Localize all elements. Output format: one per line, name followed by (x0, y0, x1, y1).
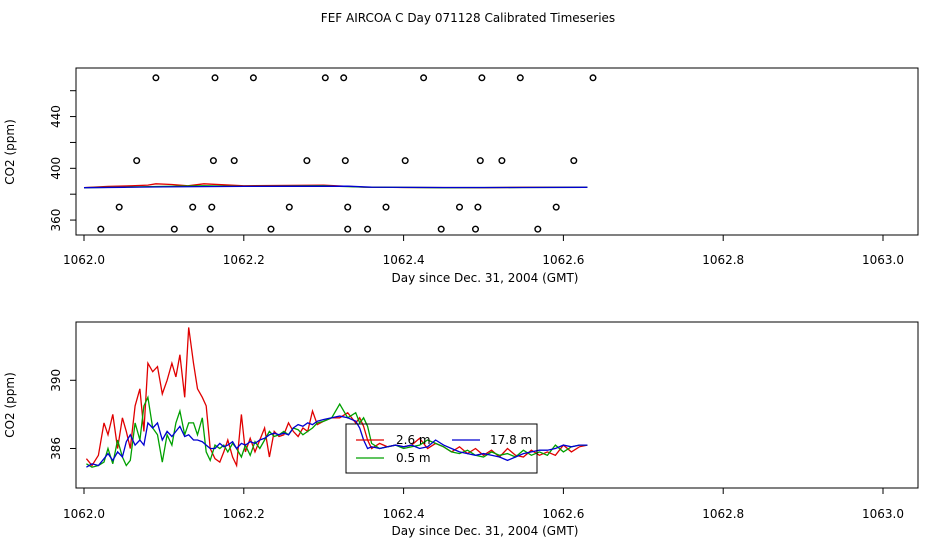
top-x-tick-label-1062-8: 1062.8 (702, 253, 744, 267)
scatter-point (211, 74, 219, 82)
legend-box (345, 423, 538, 474)
top-x-tick-label-1062-0: 1062.0 (63, 253, 105, 267)
top-x-tick-label-1062-2: 1062.2 (223, 253, 265, 267)
legend-label-0-5m: 0.5 m (396, 451, 431, 465)
top-scatter-points (97, 74, 597, 233)
scatter-point (170, 225, 178, 233)
bottom-series-lines (85, 327, 588, 468)
bottom-x-tick-label-1062-0: 1062.0 (63, 507, 105, 521)
scatter-point (206, 225, 214, 233)
scatter-point (382, 203, 390, 211)
scatter-point (341, 157, 349, 165)
scatter-point (401, 157, 409, 165)
bottom-panel: 1062.0 1062.2 1062.4 1062.6 1062.8 1063.0 386… (3, 321, 919, 538)
top-x-tick-label-1063-0: 1063.0 (862, 253, 904, 267)
top-series-17-8m (83, 185, 588, 189)
scatter-point (478, 74, 486, 82)
scatter-point (534, 225, 542, 233)
figure-title: FEF AIRCOA C Day 071128 Calibrated Times… (321, 11, 615, 25)
scatter-point (437, 225, 445, 233)
bottom-y-axis-label: CO2 (ppm) (3, 372, 17, 438)
scatter-point (552, 203, 560, 211)
top-y-axis: 360 400 440 (49, 90, 77, 232)
bottom-y-tick-label-386: 386 (49, 437, 63, 460)
scatter-point (208, 203, 216, 211)
scatter-point (303, 157, 311, 165)
scatter-point (476, 157, 484, 165)
scatter-point (249, 74, 257, 82)
top-panel: 1062.0 1062.2 1062.4 1062.6 1062.8 1063.0 360… (3, 67, 919, 285)
scatter-point (115, 203, 123, 211)
scatter-point (498, 157, 506, 165)
scatter-point (152, 74, 160, 82)
scatter-point (344, 203, 352, 211)
bottom-y-tick-label-390: 390 (49, 369, 63, 392)
top-x-axis: 1062.0 1062.2 1062.4 1062.6 1062.8 1063.0 (63, 234, 904, 267)
scatter-point (364, 225, 372, 233)
bottom-x-axis: 1062.0 1062.2 1062.4 1062.6 1062.8 1063.0 (63, 487, 904, 521)
bottom-series-17-8m (86, 415, 588, 468)
bottom-series-2-6m (85, 327, 588, 468)
scatter-point (456, 203, 464, 211)
bottom-x-tick-label-1062-8: 1062.8 (702, 507, 744, 521)
top-x-tick-label-1062-6: 1062.6 (542, 253, 584, 267)
scatter-point (589, 74, 597, 82)
scatter-point (267, 225, 275, 233)
legend: 2.6 m 17.8 m 0.5 m (345, 423, 538, 474)
scatter-point (133, 157, 141, 165)
bottom-x-tick-label-1062-4: 1062.4 (383, 507, 425, 521)
scatter-point (344, 225, 352, 233)
scatter-point (189, 203, 197, 211)
legend-label-2-6m: 2.6 m (396, 433, 431, 447)
bottom-y-axis: 386 390 (49, 369, 77, 460)
top-plot-frame (75, 67, 919, 236)
top-y-tick-label-400: 400 (49, 157, 63, 180)
scatter-point (209, 157, 217, 165)
scatter-point (570, 157, 578, 165)
scatter-point (321, 74, 329, 82)
scatter-point (474, 203, 482, 211)
top-y-tick-label-360: 360 (49, 209, 63, 232)
top-y-axis-label: CO2 (ppm) (3, 119, 17, 185)
scatter-point (340, 74, 348, 82)
top-y-tick-label-440: 440 (49, 105, 63, 128)
bottom-x-tick-label-1062-6: 1062.6 (542, 507, 584, 521)
scatter-point (97, 225, 105, 233)
bottom-x-axis-label: Day since Dec. 31, 2004 (GMT) (392, 524, 579, 538)
bottom-series-0-5m (86, 395, 588, 468)
bottom-x-tick-label-1062-2: 1062.2 (223, 507, 265, 521)
top-series-lines (83, 183, 588, 189)
top-x-axis-label: Day since Dec. 31, 2004 (GMT) (392, 271, 579, 285)
top-x-tick-label-1062-4: 1062.4 (383, 253, 425, 267)
scatter-point (472, 225, 480, 233)
scatter-point (516, 74, 524, 82)
scatter-point (285, 203, 293, 211)
bottom-x-tick-label-1063-0: 1063.0 (862, 507, 904, 521)
legend-label-17-8m: 17.8 m (490, 433, 532, 447)
bottom-plot-frame (75, 321, 919, 489)
scatter-point (420, 74, 428, 82)
scatter-point (230, 157, 238, 165)
